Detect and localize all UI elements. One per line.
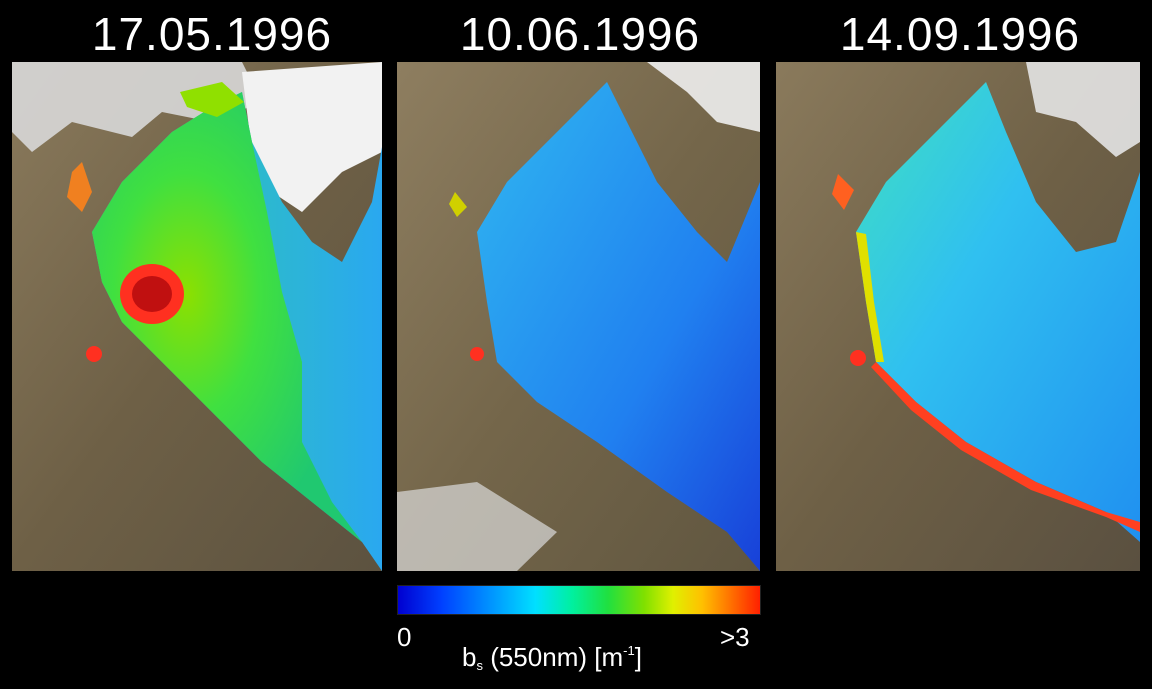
panel-1-date-title: 17.05.1996 <box>91 8 333 60</box>
colorbar-title: bs (550nm) [m-1] <box>462 636 642 681</box>
colorbar-title-main: b <box>462 642 477 672</box>
panel-3-date-title: 14.09.1996 <box>839 8 1081 60</box>
panel-2-date-title: 10.06.1996 <box>459 8 701 60</box>
satellite-image-panel-1 <box>12 62 382 571</box>
colorbar-title-sub: s <box>476 658 483 673</box>
colorbar-title-close: ] <box>634 642 642 672</box>
colorbar-max-label: >3 <box>720 622 750 652</box>
colorbar-min-label: 0 <box>397 622 412 652</box>
satellite-image-panel-2 <box>397 62 760 571</box>
colorbar <box>397 585 761 615</box>
colorbar-title-rest: (550nm) [m <box>482 642 624 672</box>
satellite-image-panel-3 <box>776 62 1140 571</box>
colorbar-title-sup: -1 <box>623 643 635 658</box>
